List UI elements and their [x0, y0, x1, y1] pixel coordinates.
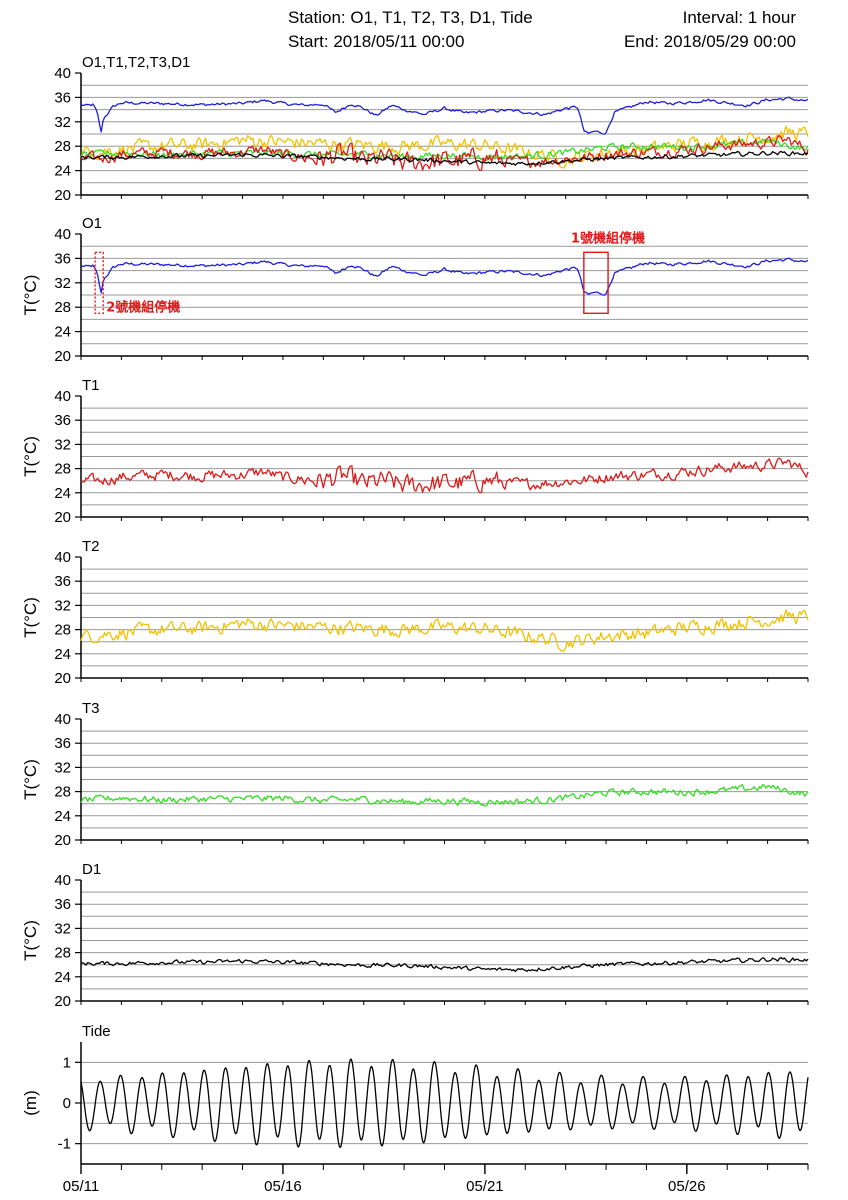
y-tick-label: 32: [54, 275, 71, 292]
y-tick-label: 36: [54, 896, 71, 913]
y-tick-label: 40: [54, 388, 71, 405]
y-axis-title: T(°C): [21, 597, 40, 638]
y-axis-title: (m): [21, 1090, 40, 1115]
series-T3: [80, 784, 809, 807]
y-tick-label: 20: [54, 670, 71, 687]
panel-label: T2: [82, 538, 100, 555]
panel-label: Tide: [82, 1023, 111, 1040]
annotation-label: 2號機組停機: [106, 299, 180, 315]
x-tick-label: 05/21: [466, 1178, 504, 1195]
y-tick-label: 36: [54, 412, 71, 429]
y-tick-label: 32: [54, 759, 71, 776]
panel-7: -1 0 1 Tide (m) 05/11 05/16 05/21 05/26: [21, 1023, 809, 1195]
y-tick-label: 40: [54, 65, 71, 82]
y-tick-label: 32: [54, 436, 71, 453]
y-axis-title: T(°C): [21, 920, 40, 961]
y-tick-label: 36: [54, 735, 71, 752]
y-tick-label: 0: [63, 1095, 71, 1112]
series-O1: [80, 96, 809, 135]
series-T2: [80, 609, 809, 652]
x-tick-label: 05/11: [63, 1178, 99, 1195]
y-tick-label: 20: [54, 509, 71, 526]
panel-label: T3: [82, 700, 100, 717]
x-tick-label: 05/26: [668, 1178, 706, 1195]
y-tick-label: 36: [54, 89, 71, 106]
y-tick-label: 28: [54, 299, 71, 316]
y-tick-label: 28: [54, 945, 71, 962]
y-tick-label: 28: [54, 622, 71, 639]
panel-label: D1: [82, 861, 101, 878]
panel-2: 20 24 28 32 36 40 O1 T(°C) 2號機組停機 1號機組停機: [21, 215, 809, 365]
y-tick-label: 20: [54, 832, 71, 849]
panel-label: O1: [82, 215, 102, 232]
y-tick-label: 1: [63, 1054, 71, 1071]
y-tick-label: 40: [54, 549, 71, 566]
y-tick-label: 24: [54, 808, 71, 825]
y-tick-label: 20: [54, 993, 71, 1010]
x-tick-label: 05/16: [264, 1178, 302, 1195]
interval-label: Interval: 1 hour: [682, 8, 796, 27]
panel-5: 20 24 28 32 36 40 T3 T(°C): [21, 700, 809, 849]
panel-label: O1,T1,T2,T3,D1: [82, 54, 190, 71]
series-T1: [80, 457, 809, 494]
series-Tide: [80, 1058, 809, 1149]
panel-3: 20 24 28 32 36 40 T1 T(°C): [21, 377, 809, 526]
y-axis-title: T(°C): [21, 275, 40, 316]
annotation-box: [583, 251, 609, 315]
y-tick-label: 24: [54, 324, 71, 341]
panel-label: T1: [82, 377, 100, 394]
y-axis-title: T(°C): [21, 759, 40, 800]
station-label: Station: O1, T1, T2, T3, D1, Tide: [288, 8, 533, 27]
start-label: Start: 2018/05/11 00:00: [288, 32, 465, 51]
y-tick-label: 40: [54, 711, 71, 728]
y-axis-title: T(°C): [21, 436, 40, 477]
y-tick-label: -1: [58, 1136, 71, 1153]
end-label: End: 2018/05/29 00:00: [623, 32, 796, 51]
y-tick-label: 40: [54, 226, 71, 243]
y-tick-label: 28: [54, 138, 71, 155]
panel-4: 20 24 28 32 36 40 T2 T(°C): [21, 538, 809, 687]
y-tick-label: 32: [54, 114, 71, 131]
y-tick-label: 36: [54, 250, 71, 267]
annotation-label: 1號機組停機: [571, 230, 645, 246]
y-tick-label: 40: [54, 872, 71, 889]
y-tick-label: 32: [54, 597, 71, 614]
y-tick-label: 32: [54, 920, 71, 937]
annotation-box: [94, 251, 104, 315]
panel-6: 20 24 28 32 36 40 D1 T(°C): [21, 861, 809, 1010]
y-tick-label: 20: [54, 348, 71, 365]
y-tick-label: 36: [54, 573, 71, 590]
panel-1: 20 24 28 32 36 40 O1,T1,T2,T3,D1: [54, 54, 809, 204]
y-tick-label: 24: [54, 163, 71, 180]
series-D1: [80, 957, 809, 973]
y-tick-label: 20: [54, 187, 71, 204]
series-O1: [80, 257, 809, 296]
y-tick-label: 24: [54, 646, 71, 663]
y-tick-label: 24: [54, 485, 71, 502]
series-T3: [80, 138, 809, 162]
y-tick-label: 28: [54, 784, 71, 801]
y-tick-label: 28: [54, 461, 71, 478]
y-tick-label: 24: [54, 969, 71, 986]
series-D1: [80, 150, 809, 166]
series-T1: [80, 135, 809, 172]
